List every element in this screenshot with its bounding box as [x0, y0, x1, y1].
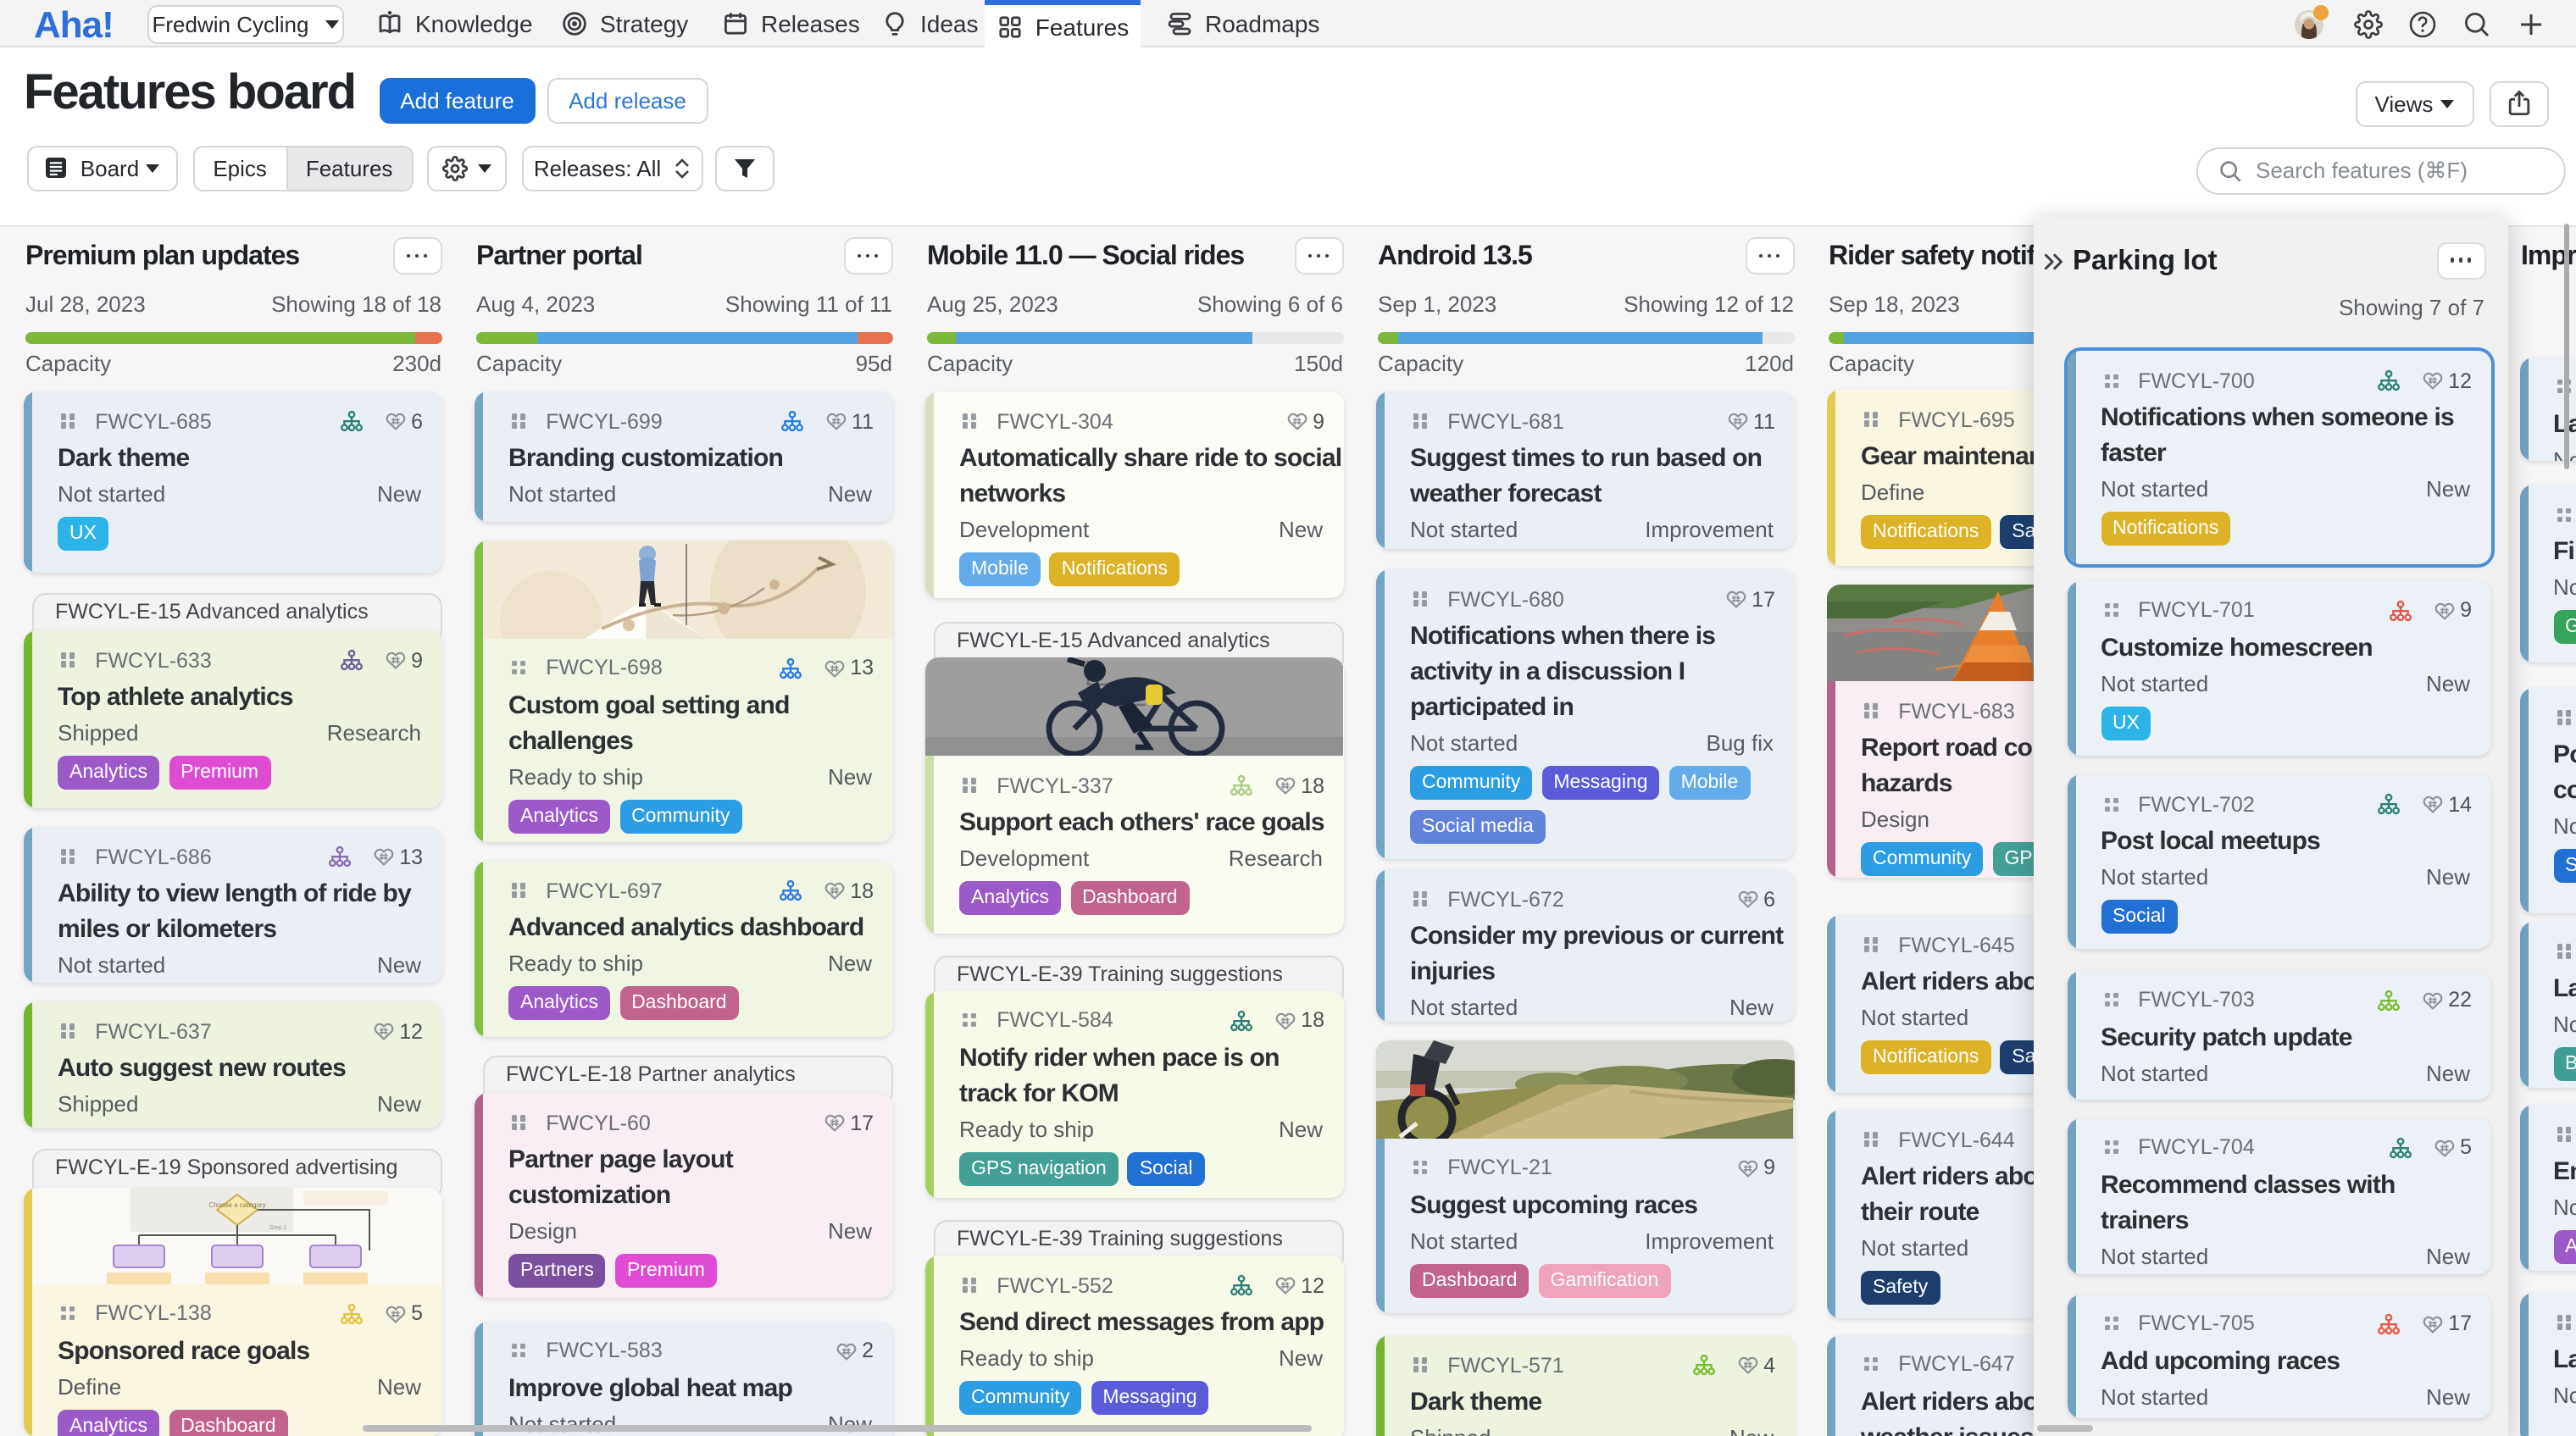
svg-text:Step 1: Step 1 — [269, 1224, 286, 1230]
svg-text:Choose a category: Choose a category — [208, 1200, 264, 1208]
